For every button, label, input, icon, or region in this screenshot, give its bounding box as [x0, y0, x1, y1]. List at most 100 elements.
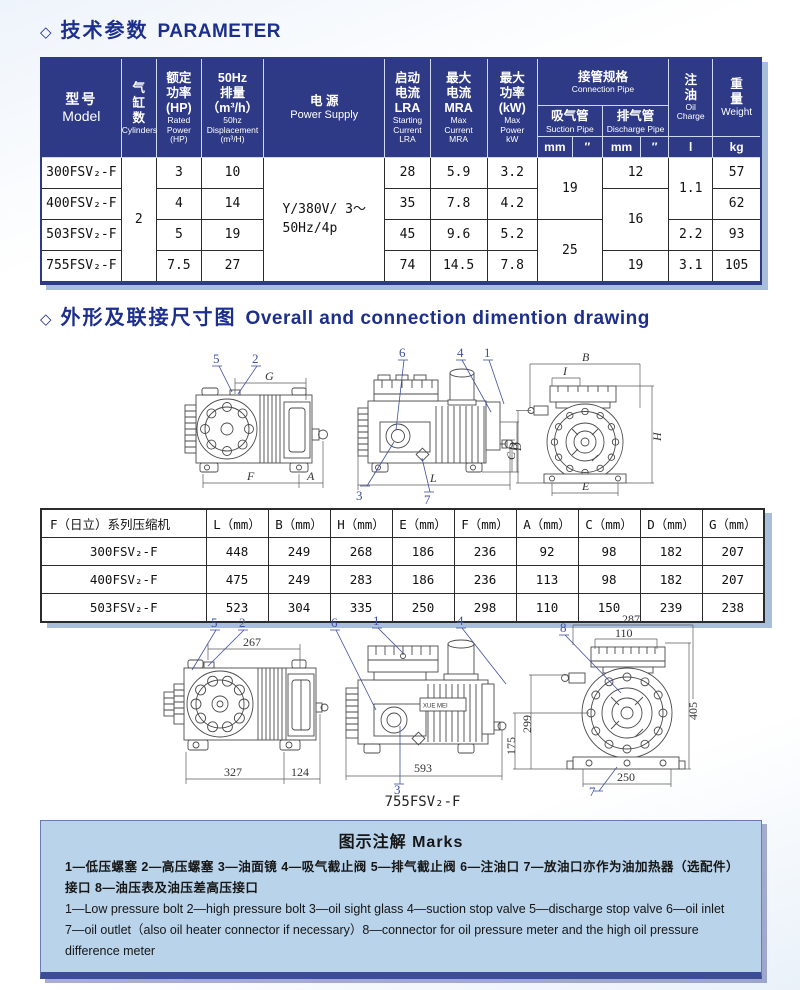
callout-3: 3: [356, 488, 363, 503]
brand-label: XUE MEI: [423, 704, 448, 710]
dim-col-E: E（mm）: [391, 508, 455, 538]
cell-kw: 5.2: [486, 218, 538, 251]
cell-value: 475: [205, 565, 269, 594]
table-row: 300FSV₂-F 2 3 10 Y/380V/ 3～ 50Hz/4p 28 5…: [40, 156, 762, 284]
callout-2: 2: [252, 351, 259, 366]
cell-value: 283: [329, 565, 393, 594]
cell-model: 400FSV₂-F: [40, 565, 207, 594]
table-header-row: F（日立）系列压缩机 L（mm） B（mm） H（mm） E（mm） F（mm）…: [40, 508, 765, 538]
section-title-parameter: ◇ 技术参数 PARAMETER: [40, 14, 281, 43]
cell-disp: 14: [200, 187, 265, 220]
cell-kw: 4.2: [486, 187, 538, 220]
cell-value: 92: [515, 537, 579, 566]
cell-value: 304: [267, 593, 331, 623]
callout-1: 1: [484, 345, 491, 360]
cell-value: 182: [639, 537, 703, 566]
cell-value: 236: [453, 565, 517, 594]
col-power-supply: 电 源 Power Supply: [263, 57, 386, 158]
notes-line-chinese: 1—低压螺塞 2—高压螺塞 3—油面镜 4—吸气截止阀 5—排气截止阀 6—注油…: [65, 860, 733, 895]
cell-mra: 9.6: [429, 218, 488, 251]
dim-label-d: D: [510, 442, 524, 452]
cell-lra: 35: [384, 187, 431, 220]
cell-value: 150: [577, 593, 641, 623]
dim-label-175: 175: [504, 737, 518, 755]
cell-cylinders: 2: [120, 156, 157, 284]
diamond-icon: ◇: [40, 311, 52, 328]
cell-weight: 57: [712, 156, 762, 189]
col-lra: 启动 电流 LRA Starting Current LRA: [384, 57, 431, 158]
cell-hp: 4: [155, 187, 202, 220]
table-row: 400FSV₂-F 4 14 35 7.8 4.2 16 62: [40, 187, 762, 251]
col-model: 型号 Model: [40, 57, 122, 158]
dimension-table: F（日立）系列压缩机 L（mm） B（mm） H（mm） E（mm） F（mm）…: [40, 508, 765, 623]
col-suction-pipe: 吸气管 Suction Pipe: [536, 105, 603, 137]
drawing-row1-end-view: B I H D E: [506, 350, 664, 496]
cell-value: 335: [329, 593, 393, 623]
col-max-power: 最大 功率 (kW) Max Power kW: [486, 57, 538, 158]
drawing-caption: 755FSV₂-F: [384, 794, 461, 810]
table-row: 400FSV₂-F 475 249 283 186 236 113 98 182 207: [40, 565, 765, 594]
unit-weight-kg: kg: [712, 135, 762, 158]
cell-hp: 5: [155, 218, 202, 251]
dim-label-l: L: [429, 471, 437, 485]
dim-col-F: F（mm）: [453, 508, 517, 538]
callout-6: 6: [331, 615, 338, 630]
dim-label-b: B: [582, 350, 590, 364]
callout-6: 6: [399, 345, 406, 360]
title2-zh: 外形及联接尺寸图: [60, 307, 237, 329]
cell-hp: 3: [155, 156, 202, 189]
notes-line-english-1: 1—Low pressure bolt 2—high pressure bolt…: [65, 902, 725, 916]
cell-value: 238: [701, 593, 765, 623]
cell-model: 400FSV₂-F: [40, 187, 122, 220]
table-row: 503FSV₂-F 523 304 335 250 298 110 150 239 238: [40, 593, 765, 623]
cell-lra: 45: [384, 218, 431, 251]
cell-oil: 2.2: [668, 218, 714, 251]
title1-zh: 技术参数: [60, 20, 149, 42]
cell-suction: 25: [536, 218, 603, 284]
dim-col-C: C（mm）: [577, 508, 641, 538]
callout-7: 7: [424, 492, 431, 507]
dim-col-D: D（mm）: [639, 508, 703, 538]
dim-label-267: 267: [243, 635, 261, 649]
col-rated-power: 额定 功率 (HP) Rated Power (HP): [155, 57, 202, 158]
col-cylinders: 气 缸 数 Cylinders: [120, 57, 157, 158]
cell-value: 186: [391, 537, 455, 566]
cell-value: 298: [453, 593, 517, 623]
dim-label-299: 299: [520, 715, 534, 733]
col-displacement: 50Hz 排量 （m³/h） 50hz Displacement (m³/H): [200, 57, 265, 158]
cell-weight: 93: [712, 218, 762, 251]
dim-label-124: 124: [291, 765, 309, 779]
dim-label-a: A: [306, 469, 315, 483]
callout-4: 4: [457, 613, 464, 628]
dim-label-287: 287: [622, 612, 640, 626]
cell-kw: 3.2: [486, 156, 538, 189]
cell-model: 503FSV₂-F: [40, 218, 122, 251]
diamond-icon: ◇: [40, 24, 52, 41]
callout-5: 5: [213, 351, 220, 366]
drawing-row1-front-view: L C D 6 4 1 3 7: [356, 345, 524, 507]
unit-suction-mm: mm: [536, 135, 573, 158]
cell-lra: 74: [384, 249, 431, 284]
unit-oil-l: l: [668, 135, 714, 158]
cell-value: 250: [391, 593, 455, 623]
drawing-row2-side-view: 267 327 124 5 2: [163, 615, 329, 784]
callout-2: 2: [239, 615, 246, 630]
col-connection-pipe: 接管规格 Connection Pipe: [536, 57, 670, 106]
cell-hp: 7.5: [155, 249, 202, 284]
cell-weight: 105: [712, 249, 762, 284]
cell-discharge: 12: [601, 156, 670, 189]
marks-notes-box: 图示注解 Marks 1—低压螺塞 2—高压螺塞 3—油面镜 4—吸气截止阀 5…: [40, 820, 762, 979]
dim-label-h: H: [650, 431, 664, 442]
drawing-row1-side-view: G F A 5 2: [184, 351, 328, 488]
callout-1: 1: [373, 613, 380, 628]
cell-kw: 7.8: [486, 249, 538, 284]
unit-suction-inch: ″: [571, 135, 603, 158]
table-row: 755FSV₂-F 7.5 27 74 14.5 7.8 19 3.1 105: [40, 249, 762, 284]
drawing-row2-front-view: XUE MEI 593 6 1 4 3: [330, 613, 507, 797]
cell-value: 523: [205, 593, 269, 623]
cell-value: 98: [577, 565, 641, 594]
cell-value: 113: [515, 565, 579, 594]
cell-disp: 10: [200, 156, 265, 189]
dim-label-f: F: [246, 469, 255, 483]
